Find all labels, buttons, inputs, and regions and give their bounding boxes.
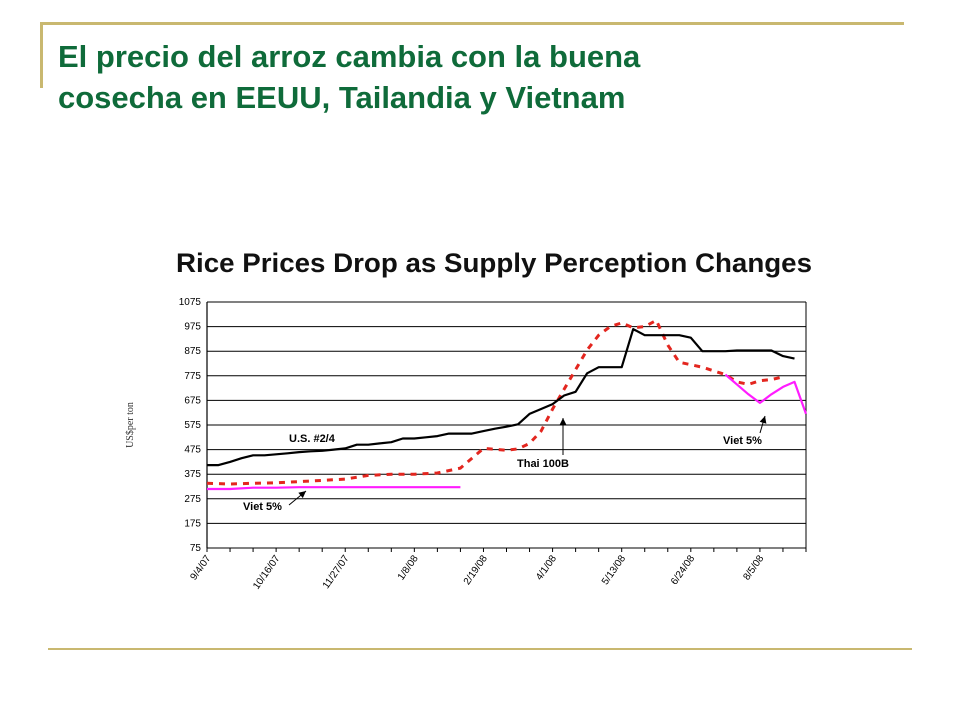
annotation-viet-label-right: Viet 5% [723,435,762,447]
series-line-u-s-2-4 [207,328,795,467]
annotation-thai-label: Thai 100B [517,458,569,470]
x-tick-label: 5/13/08 [600,553,628,587]
series-lines [206,318,808,491]
chart-title: Rice Prices Drop as Supply Perception Ch… [176,248,812,278]
x-tick-label: 6/24/08 [669,553,697,587]
y-tick-label: 375 [184,469,201,480]
series-line-thai-100b [206,318,784,486]
annotation-viet-arrow-right [759,415,767,434]
x-tick-label: 9/4/07 [188,553,213,582]
bottom-rule [48,648,912,650]
y-tick-label: 975 [184,322,201,333]
slide-title-line1: El precio del arroz cambia con la buena [58,39,641,74]
x-tick-label: 2/19/08 [462,553,490,587]
series-line-viet-5 [207,486,461,491]
annotations: U.S. #2/4 Thai 100B Viet 5% Viet 5% [243,415,767,513]
y-tick-label: 75 [190,543,202,554]
y-axis-label: US$per ton [125,402,136,448]
series-line-viet-5-segment-2 [724,373,808,415]
top-rule [40,22,904,25]
x-tick-label: 11/27/07 [321,553,352,591]
annotation-us-label: U.S. #2/4 [289,433,336,445]
slide-title-line2: cosecha en EEUU, Tailandia y Vietnam [58,80,626,115]
annotation-viet-arrow-left [288,490,307,506]
x-tick-label: 4/1/08 [534,553,559,582]
left-rule [40,22,43,88]
annotation-thai-arrow [559,418,567,455]
y-tick-label: 775 [184,371,201,382]
y-tick-label: 875 [184,346,201,357]
x-tick-label: 8/5/08 [741,553,766,582]
y-tick-label: 475 [184,445,201,456]
x-tick-labels: 9/4/07 10/16/07 11/27/07 1/8/08 2/19/08 4/1/0… [188,553,766,592]
grid-lines [206,301,807,552]
y-tick-labels: 75 175 275 375 475 575 675 775 875 975 1075 [179,297,202,554]
x-tick-label: 1/8/08 [396,553,421,582]
x-tick-label: 10/16/07 [251,553,283,592]
y-tick-label: 1075 [179,297,202,308]
annotation-viet-label-left: Viet 5% [243,501,282,513]
y-tick-label: 275 [184,494,201,505]
slide-title: El precio del arroz cambia con la buena … [58,36,898,118]
y-tick-label: 175 [184,518,201,529]
y-tick-label: 675 [184,395,201,406]
y-tick-label: 575 [184,420,201,431]
